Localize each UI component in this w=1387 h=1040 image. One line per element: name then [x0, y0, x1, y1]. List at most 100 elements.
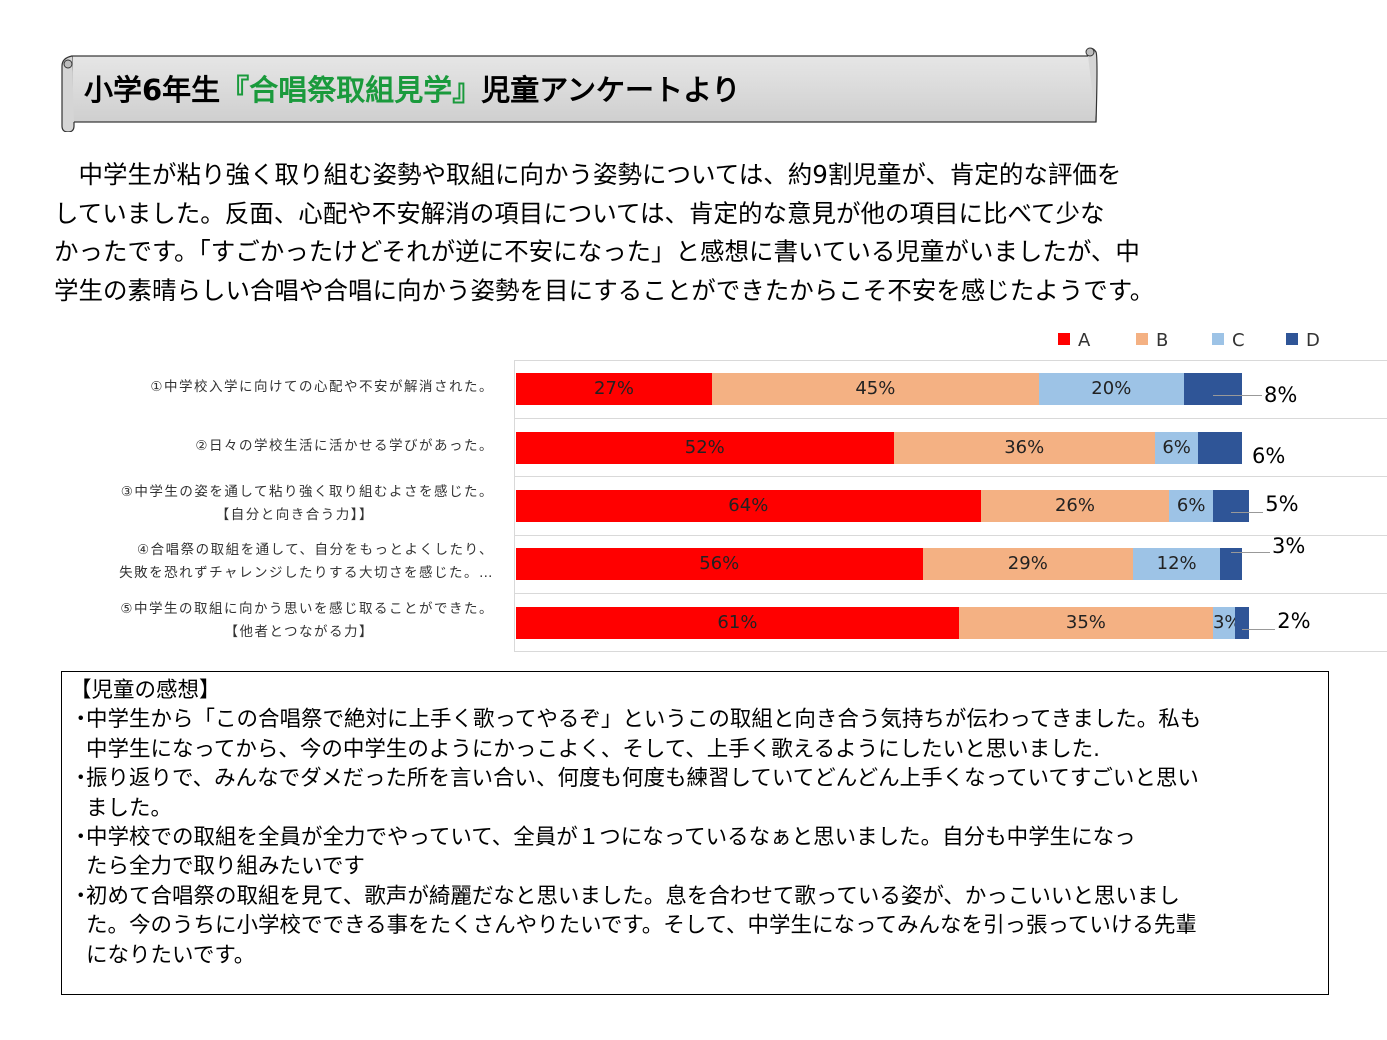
comments-heading: 【児童の感想】	[70, 678, 221, 703]
bar-segment-b	[980, 490, 1170, 522]
bar-segment-d	[1183, 373, 1242, 405]
title-prefix: 小学6年生	[84, 73, 221, 107]
title-highlight: 『合唱祭取組見学』	[220, 73, 482, 107]
gridline	[514, 476, 1387, 477]
comment-line: 中学生から「この合唱祭で絶対に上手く歌ってやるぞ」というこの取組と向き合う気持ち…	[86, 707, 1202, 733]
data-label-outside: 2%	[1277, 609, 1311, 633]
comment-line: 中学生になってから、今の中学生のようにかっこよく、そして、上手く歌えるようにした…	[86, 736, 1100, 762]
bar-segment-d	[1212, 490, 1250, 522]
legend-item-c: C	[1212, 330, 1245, 352]
comment-item: ・中学生から「この合唱祭で絶対に上手く歌ってやるぞ」というこの取組と向き合う気持…	[70, 705, 1320, 764]
legend-label: B	[1156, 330, 1169, 351]
category-label: ②日々の学校生活に活かせる学びがあった。	[195, 435, 494, 458]
bar-segment-c	[1154, 432, 1199, 464]
comment-item: ・振り返りで、みんなでダメだった所を言い合い、何度も何度も練習していてどんどん上…	[70, 764, 1320, 823]
comment-line: になりたいです。	[86, 942, 256, 968]
bullet-mark: ・	[70, 883, 92, 909]
bar-segment-a	[516, 607, 959, 639]
category-label-line: ①中学校入学に向けての心配や不安が解消された。	[150, 378, 494, 395]
comment-line: た。今のうちに小学校でできる事をたくさんやりたいです。そして、中学生になってみん…	[86, 913, 1197, 939]
comment-line: 中学校での取組を全員が全力でやっていて、全員が１つになっているなぁと思いました。…	[86, 825, 1136, 851]
data-label: 20%	[1091, 378, 1132, 399]
comment-line: ました。	[86, 795, 173, 821]
label-leader-line	[1231, 512, 1264, 513]
intro-line: かったです。「すごかったけどそれが逆に不安になった」と感想に書いている児童がいま…	[54, 237, 1140, 266]
bar-segment-a	[516, 548, 923, 580]
category-label: ①中学校入学に向けての心配や不安が解消された。	[150, 376, 494, 399]
title-suffix: 児童アンケートより	[481, 73, 741, 107]
data-label: 6%	[1162, 437, 1191, 458]
comment-item: ・中学校での取組を全員が全力でやっていて、全員が１つになっているなぁと思いました…	[70, 823, 1320, 882]
legend-item-a: A	[1058, 330, 1090, 352]
data-label: 35%	[1065, 612, 1106, 633]
bar-segment-b	[893, 432, 1155, 464]
scroll-banner-shape	[61, 47, 1098, 132]
label-leader-line	[1212, 395, 1262, 396]
plot-area	[514, 360, 1387, 652]
intro-line: していました。反面、心配や不安解消の項目については、肯定的な意見が他の項目に比べ…	[54, 198, 1105, 228]
gridline	[514, 593, 1387, 594]
legend-swatch	[1136, 333, 1148, 345]
data-label: 56%	[699, 553, 740, 574]
data-label: 52%	[684, 437, 725, 458]
data-label-outside: 6%	[1252, 444, 1286, 468]
bar-segment-c	[1133, 548, 1221, 580]
label-leader-line	[1242, 629, 1276, 630]
intro-line: 中学生が粘り強く取り組む姿勢や取組に向かう姿勢については、約9割児童が、肯定的な…	[54, 160, 1122, 189]
category-label-line: 【他者とつながる力】	[224, 624, 374, 640]
bullet-mark: ・	[70, 825, 92, 851]
data-label: 61%	[717, 612, 758, 633]
legend-item-b: B	[1136, 330, 1168, 352]
data-label-outside: 3%	[1272, 534, 1306, 558]
bar-segment-d	[1220, 548, 1242, 580]
comments-box: 【児童の感想】 ・中学生から「この合唱祭で絶対に上手く歌ってやるぞ」というこの取…	[61, 671, 1329, 995]
bar-segment-d	[1198, 432, 1242, 464]
comment-item: ・初めて合唱祭の取組を見て、歌声が綺麗だなと思いました。息を合わせて歌っている姿…	[70, 882, 1320, 970]
data-label-outside: 5%	[1265, 492, 1299, 516]
comment-line: たら全力で取り組みたいです	[86, 854, 365, 880]
data-label: 26%	[1054, 495, 1095, 516]
category-label-line: ④合唱祭の取組を通して、自分をもっとよくしたり、	[137, 542, 494, 558]
category-label-line: 【自分と向き合う力】】	[215, 507, 374, 523]
category-label-line: ③中学生の姿を通して粘り強く取り組むよさを感じた。	[120, 484, 494, 500]
data-label: 6%	[1176, 495, 1206, 516]
legend-swatch	[1286, 333, 1298, 345]
data-label: 12%	[1156, 553, 1197, 574]
bar-segment-c	[1038, 373, 1184, 405]
legend-item-d: D	[1286, 330, 1320, 352]
data-label: 36%	[1004, 437, 1045, 458]
intro-paragraph: 中学生が粘り強く取り組む姿勢や取組に向かう姿勢については、約9割児童が、肯定的な…	[54, 156, 1374, 310]
data-label: 3%	[1212, 612, 1242, 633]
category-label: ④合唱祭の取組を通して、自分をもっとよくしたり、失敗を恐れずチャレンジしたりする…	[119, 539, 494, 585]
bullet-mark: ・	[70, 766, 92, 792]
bullet-mark: ・	[70, 707, 92, 733]
bar-segment-a	[516, 432, 894, 464]
category-label-line: ②日々の学校生活に活かせる学びがあった。	[195, 437, 494, 454]
bar-segment-b	[958, 607, 1213, 639]
data-label: 27%	[594, 378, 635, 399]
label-leader-line	[1231, 552, 1270, 553]
data-label: 45%	[855, 378, 896, 399]
gridline	[514, 535, 1387, 536]
bar-segment-a	[516, 373, 713, 405]
data-label: 29%	[1007, 553, 1048, 574]
bar-segment-d	[1234, 607, 1250, 639]
legend-swatch	[1212, 333, 1224, 345]
category-label-line: 失敗を恐れずチャレンジしたりする大切さを感じた。…	[119, 565, 494, 581]
page-title: 小学6年生『合唱祭取組見学』児童アンケートより	[84, 68, 740, 112]
legend-label: A	[1078, 330, 1091, 351]
bar-segment-a	[516, 490, 981, 522]
data-label-outside: 8%	[1264, 383, 1298, 407]
bar-segment-b	[922, 548, 1134, 580]
gridline	[514, 418, 1387, 419]
bar-segment-b	[712, 373, 1039, 405]
category-label: ③中学生の姿を通して粘り強く取り組むよさを感じた。【自分と向き合う力】】	[121, 481, 494, 527]
comment-line: 初めて合唱祭の取組を見て、歌声が綺麗だなと思いました。息を合わせて歌っている姿が…	[86, 883, 1180, 909]
bar-segment-c	[1169, 490, 1213, 522]
category-label-line: ⑤中学生の取組に向かう思いを感じ取ることができた。	[120, 601, 494, 617]
legend-swatch	[1058, 333, 1070, 345]
data-label: 64%	[728, 495, 769, 516]
legend-label: D	[1306, 330, 1320, 351]
category-label: ⑤中学生の取組に向かう思いを感じ取ることができた。【他者とつながる力】	[120, 598, 494, 644]
bar-segment-c	[1212, 607, 1235, 639]
